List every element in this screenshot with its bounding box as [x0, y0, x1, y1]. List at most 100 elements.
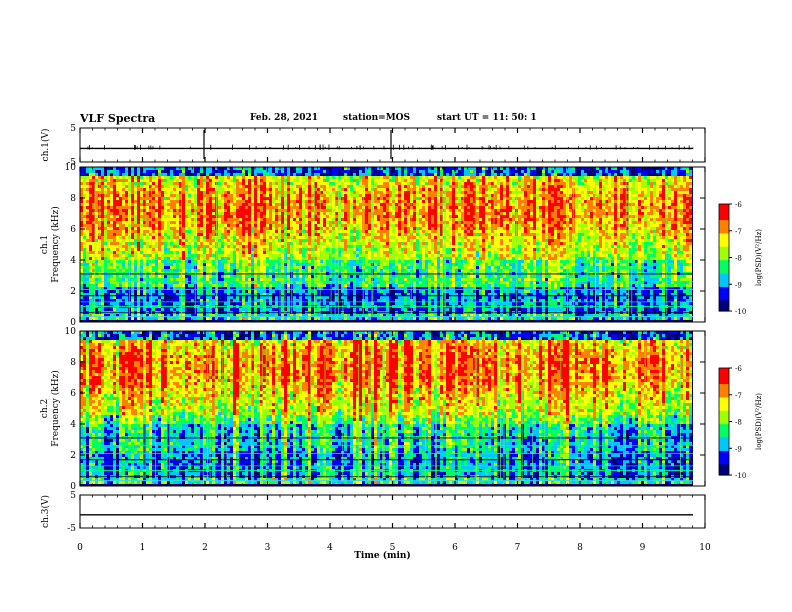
- spectrogram-cell: [206, 185, 209, 188]
- spectrogram-cell: [323, 227, 326, 230]
- spectrogram-cell: [254, 236, 257, 239]
- spectrogram-cell: [248, 197, 251, 200]
- spectrogram-cell: [152, 173, 155, 176]
- spectrogram-cell: [305, 263, 308, 266]
- spectrogram-cell: [239, 266, 242, 269]
- spectrogram-cell: [260, 167, 263, 170]
- spectrogram-cell: [314, 230, 317, 233]
- spectrogram-cell: [80, 212, 83, 215]
- spectrogram-cell: [122, 173, 125, 176]
- spectrogram-cell: [173, 257, 176, 260]
- spectrogram-cell: [239, 188, 242, 191]
- spectrogram-cell: [233, 227, 236, 230]
- spectrogram-cell: [293, 233, 296, 236]
- spectrogram-cell: [281, 191, 284, 194]
- spectrogram-cell: [125, 173, 128, 176]
- spectrogram-cell: [296, 233, 299, 236]
- spectrogram-cell: [149, 257, 152, 260]
- spectrogram-cell: [173, 314, 176, 317]
- spectrogram-cell: [308, 287, 311, 290]
- spectrogram-cell: [275, 251, 278, 254]
- spectrogram-cell: [95, 281, 98, 284]
- spectrogram-cell: [188, 296, 191, 299]
- spectrogram-cell: [365, 191, 368, 194]
- spectrogram-cell: [257, 239, 260, 242]
- spectrogram-cell: [125, 269, 128, 272]
- spectrogram-cell: [239, 185, 242, 188]
- spectrogram-cell: [359, 260, 362, 263]
- spectrogram-cell: [212, 227, 215, 230]
- spectrogram-cell: [212, 263, 215, 266]
- spectrogram-cell: [179, 206, 182, 209]
- spectrogram-cell: [278, 215, 281, 218]
- spectrogram-cell: [224, 236, 227, 239]
- spectrogram-cell: [299, 317, 302, 320]
- spectrogram-cell: [356, 185, 359, 188]
- spectrogram-cell: [209, 281, 212, 284]
- spectrogram-cell: [254, 269, 257, 272]
- spectrogram-cell: [173, 215, 176, 218]
- spectrogram-cell: [266, 269, 269, 272]
- spectrogram-cell: [221, 209, 224, 212]
- spectrogram-cell: [356, 221, 359, 224]
- spectrogram-cell: [89, 236, 92, 239]
- spectrogram-cell: [359, 248, 362, 251]
- spectrogram-cell: [302, 284, 305, 287]
- spectrogram-cell: [86, 179, 89, 182]
- spectrogram-cell: [140, 275, 143, 278]
- spectrogram-cell: [167, 308, 170, 311]
- spectrogram-cell: [167, 197, 170, 200]
- spectrogram-cell: [365, 188, 368, 191]
- spectrogram-cell: [197, 278, 200, 281]
- spectrogram-cell: [287, 239, 290, 242]
- spectrogram-cell: [86, 215, 89, 218]
- spectrogram-cell: [119, 173, 122, 176]
- spectrogram-cell: [248, 245, 251, 248]
- spectrogram-cell: [113, 293, 116, 296]
- spectrogram-cell: [218, 221, 221, 224]
- spectrogram-cell: [86, 302, 89, 305]
- spectrogram-cell: [305, 299, 308, 302]
- spectrogram-cell: [317, 215, 320, 218]
- spectrogram-cell: [299, 263, 302, 266]
- spectrogram-cell: [89, 203, 92, 206]
- spectrogram-cell: [221, 212, 224, 215]
- spectrogram-cell: [317, 266, 320, 269]
- spectrogram-cell: [359, 254, 362, 257]
- spectrogram-cell: [278, 212, 281, 215]
- spectrogram-cell: [266, 299, 269, 302]
- spectrogram-cell: [158, 209, 161, 212]
- spectrogram-cell: [242, 224, 245, 227]
- spectrogram-cell: [314, 269, 317, 272]
- spectrogram-cell: [158, 191, 161, 194]
- spectrogram-cell: [224, 284, 227, 287]
- spectrogram-cell: [155, 284, 158, 287]
- spectrogram-cell: [137, 296, 140, 299]
- spectrogram-cell: [293, 239, 296, 242]
- spectrogram-cell: [284, 257, 287, 260]
- spectrogram-cell: [326, 179, 329, 182]
- spectrogram-cell: [368, 176, 371, 179]
- spectrogram-cell: [314, 308, 317, 311]
- spectrogram-cell: [254, 317, 257, 320]
- spectrogram-cell: [299, 269, 302, 272]
- spectrogram-cell: [341, 206, 344, 209]
- spectrogram-cell: [197, 269, 200, 272]
- spectrogram-cell: [113, 287, 116, 290]
- spectrogram-cell: [80, 185, 83, 188]
- spectrogram-cell: [179, 245, 182, 248]
- spectrogram-cell: [314, 167, 317, 170]
- spectrogram-cell: [149, 245, 152, 248]
- spectrogram-cell: [296, 230, 299, 233]
- spectrogram-cell: [188, 227, 191, 230]
- spectrogram-cell: [182, 209, 185, 212]
- spectrogram-cell: [134, 194, 137, 197]
- spectrogram-cell: [350, 233, 353, 236]
- spectrogram-cell: [260, 245, 263, 248]
- spectrogram-cell: [179, 254, 182, 257]
- spectrogram-cell: [122, 302, 125, 305]
- spectrogram-cell: [317, 275, 320, 278]
- spectrogram-cell: [146, 263, 149, 266]
- spectrogram-cell: [110, 287, 113, 290]
- spectrogram-cell: [284, 236, 287, 239]
